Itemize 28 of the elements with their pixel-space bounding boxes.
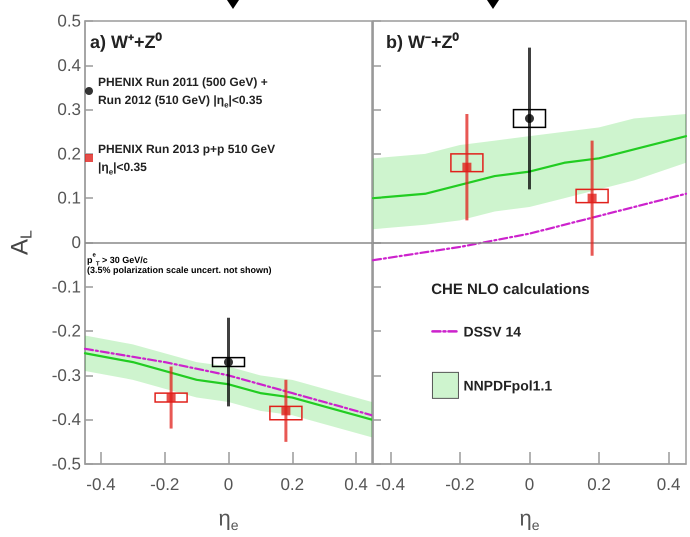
legend-label: NNPDFpol1.1 bbox=[463, 377, 552, 394]
y-tick-label: -0.2 bbox=[52, 322, 81, 341]
x-tick-label: 0.2 bbox=[280, 475, 304, 494]
x-tick-label: 0.2 bbox=[587, 475, 611, 494]
text: a) W⁺+Z⁰ bbox=[90, 32, 162, 52]
y-tick-label: 0.4 bbox=[57, 56, 81, 75]
y-tick-label: -0.3 bbox=[52, 366, 81, 385]
y-axis-title: AL bbox=[6, 230, 36, 255]
y-tick-label: -0.5 bbox=[52, 454, 81, 474]
x-tick-label: 0 bbox=[524, 475, 534, 494]
y-tick-label: 0.5 bbox=[57, 12, 81, 30]
x-tick-label: -0.2 bbox=[445, 475, 475, 494]
x-tick-label: 0.4 bbox=[656, 475, 680, 494]
text: b) W⁻+Z⁰ bbox=[386, 32, 460, 52]
y-tick-label: 0.1 bbox=[57, 188, 81, 208]
y-tick-label: 0.2 bbox=[57, 144, 81, 164]
x-tick-label: -0.2 bbox=[150, 475, 180, 494]
legend-title: CHE NLO calculations bbox=[431, 281, 590, 298]
annotation: (3.5% polarization scale uncert. not shown) bbox=[87, 265, 272, 275]
y-tick-label: -0.4 bbox=[52, 410, 81, 430]
x-tick-label: -0.4 bbox=[86, 475, 116, 494]
y-tick-label: -0.1 bbox=[52, 277, 81, 296]
y-tick-label: 0 bbox=[72, 233, 81, 252]
y-tick-label: 0.3 bbox=[57, 100, 81, 120]
x-tick-label: -0.4 bbox=[376, 475, 406, 494]
x-tick-label: 0 bbox=[224, 475, 234, 494]
x-tick-label: 0.4 bbox=[344, 475, 368, 494]
legend-label: DSSV 14 bbox=[463, 323, 522, 340]
